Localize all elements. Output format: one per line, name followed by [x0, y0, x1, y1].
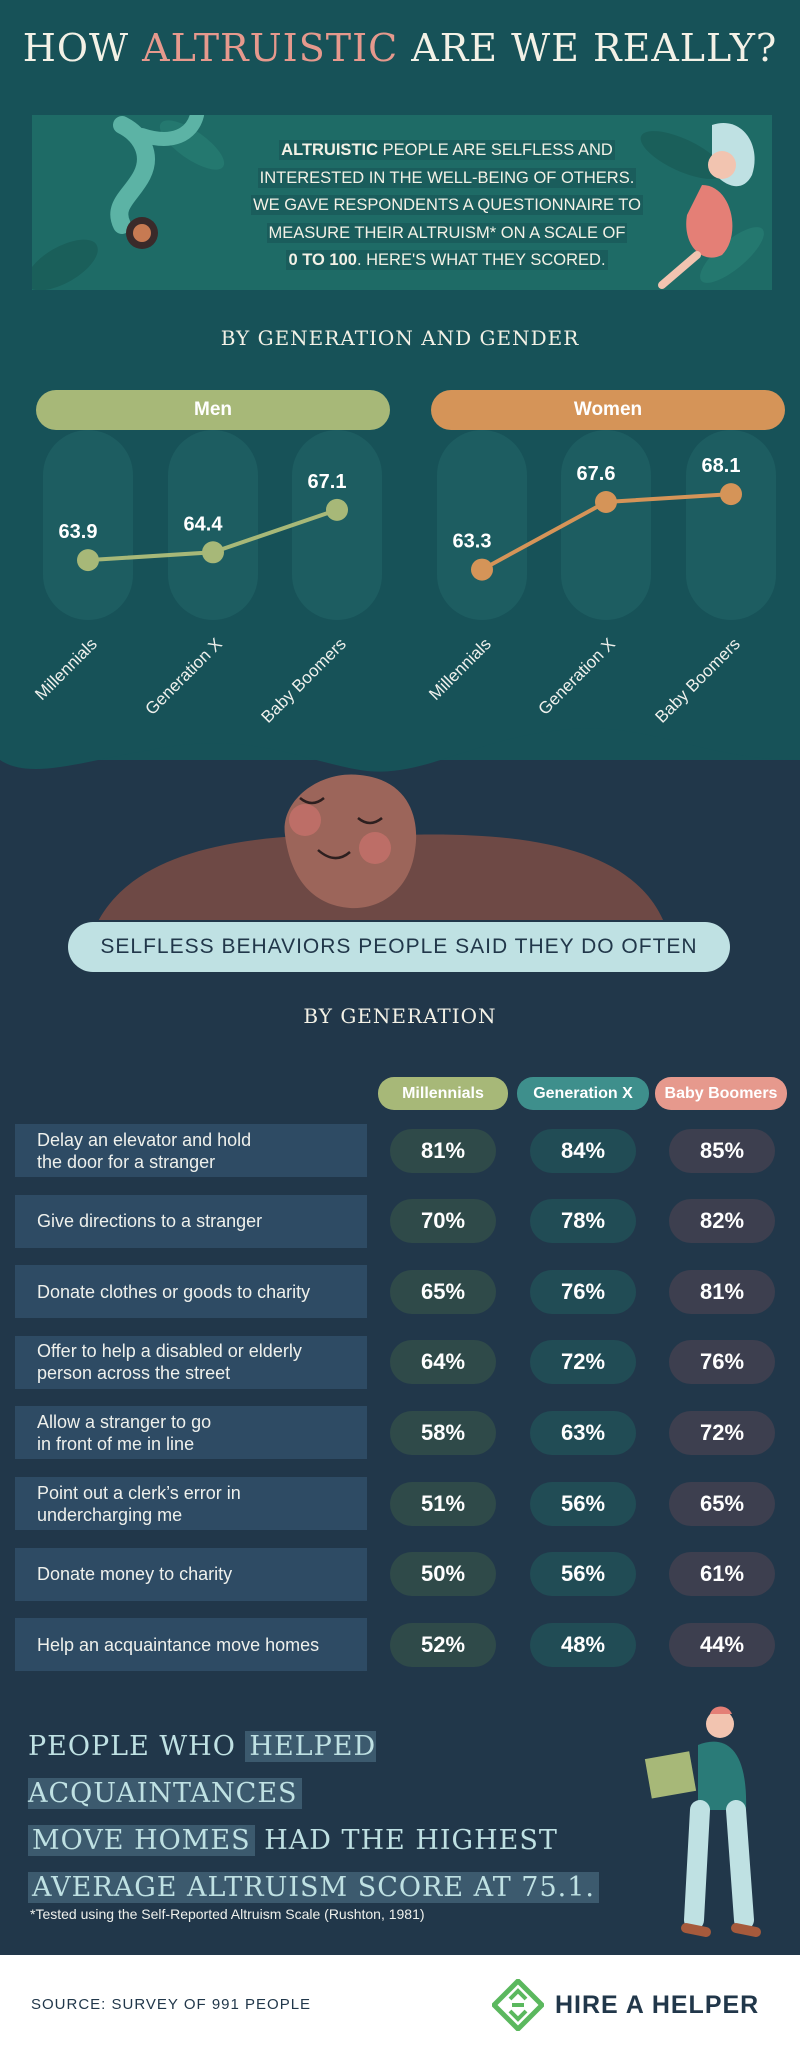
table-row-label: Donate money to charity: [15, 1547, 367, 1601]
table-cell-millennials: 64%: [390, 1340, 496, 1385]
table-cell-millennials: 58%: [390, 1410, 496, 1455]
women-point: [720, 483, 742, 506]
women-column-bg: [686, 430, 776, 620]
men-chart-title: Men: [36, 390, 390, 430]
row-label-text: Donate clothes or goods to charity: [37, 1281, 311, 1302]
men-data-label: 63.9: [59, 521, 98, 543]
women-category-label: Generation X: [535, 634, 619, 718]
table-cell-millennials: 50%: [390, 1552, 496, 1597]
table-row-label: Delay an elevator and hold the door for a…: [15, 1124, 367, 1177]
closing-statement: PEOPLE WHO HELPED ACQUAINTANCES MOVE HOM…: [28, 1723, 648, 1911]
table-cell-millennials: 65%: [390, 1269, 496, 1314]
women-data-label: 63.3: [453, 531, 492, 553]
column-header-generation-x: Generation X: [517, 1077, 649, 1110]
table-cell-baby-boomers: 82%: [669, 1199, 775, 1244]
men-column-bg: [43, 430, 133, 620]
men-point: [326, 498, 348, 521]
table-cell-baby-boomers: 76%: [669, 1340, 775, 1385]
leaf-decoration: [32, 120, 764, 290]
row-label-text: Help an acquaintance move homes: [37, 1634, 320, 1655]
floating-woman-illustration: [658, 123, 755, 289]
table-cell-generation-x: 78%: [530, 1199, 636, 1244]
women-category-label: Baby Boomers: [652, 634, 744, 726]
section-heading-generation: BY GENERATION: [303, 1004, 497, 1028]
women-data-label: 68.1: [702, 455, 741, 477]
table-cell-millennials: 52%: [390, 1622, 496, 1667]
section-heading-gender: BY GENERATION AND GENDER: [220, 326, 580, 350]
table-row-label: Donate clothes or goods to charity: [15, 1265, 367, 1319]
men-category-label: Millennials: [31, 634, 101, 704]
table-cell-baby-boomers: 61%: [669, 1552, 775, 1597]
section-divider-wave: [0, 690, 800, 772]
table-cell-millennials: 81%: [390, 1128, 496, 1173]
intro-text: ALTRUISTIC PEOPLE ARE SELFLESS AND INTER…: [251, 140, 643, 270]
men-data-label: 67.1: [308, 471, 347, 493]
women-chart-title: Women: [431, 390, 785, 430]
table-cell-generation-x: 63%: [530, 1410, 636, 1455]
table-cell-baby-boomers: 65%: [669, 1481, 775, 1526]
table-cell-baby-boomers: 81%: [669, 1269, 775, 1314]
brand-name[interactable]: HIRE A HELPER: [555, 1991, 760, 2019]
row-label-text: Delay an elevator and hold the door for a…: [37, 1129, 252, 1172]
women-column-bg: [437, 430, 527, 620]
table-cell-generation-x: 48%: [530, 1622, 636, 1667]
table-cell-millennials: 51%: [390, 1481, 496, 1526]
row-label-text: Point out a clerk’s error in underchargin…: [37, 1482, 241, 1525]
intro-panel: ALTRUISTIC PEOPLE ARE SELFLESS AND INTER…: [32, 115, 772, 290]
table-row-label: Offer to help a disabled or elderly perso…: [15, 1335, 367, 1389]
men-column-bg: [292, 430, 382, 620]
table-cell-baby-boomers: 72%: [669, 1410, 775, 1455]
table-cell-generation-x: 56%: [530, 1481, 636, 1526]
table-cell-baby-boomers: 44%: [669, 1622, 775, 1667]
men-data-label: 64.4: [184, 513, 224, 535]
row-label-text: Donate money to charity: [37, 1564, 233, 1585]
table-cell-baby-boomers: 85%: [669, 1128, 775, 1173]
hire-a-helper-logo-icon[interactable]: [492, 1979, 544, 2031]
source-text: SOURCE: SURVEY OF 991 PEOPLE: [31, 1996, 312, 2013]
behaviors-section-tag: SELFLESS BEHAVIORS PEOPLE SAID THEY DO O…: [68, 922, 730, 972]
men-column-bg: [168, 430, 258, 620]
row-label-text: Offer to help a disabled or elderly perso…: [37, 1341, 302, 1384]
page-title: HOW ALTRUISTIC ARE WE REALLY?: [22, 26, 778, 70]
falling-person-illustration: [110, 115, 204, 249]
women-point: [471, 558, 493, 581]
women-column-bg: [561, 430, 651, 620]
table-cell-generation-x: 76%: [530, 1269, 636, 1314]
table-cell-generation-x: 84%: [530, 1128, 636, 1173]
men-point: [77, 549, 99, 572]
table-cell-generation-x: 56%: [530, 1552, 636, 1597]
table-row-label: Allow a stranger to go in front of me in …: [15, 1406, 367, 1460]
table-row-label: Help an acquaintance move homes: [15, 1618, 367, 1672]
women-data-label: 67.6: [577, 463, 616, 485]
table-row-label: Point out a clerk’s error in underchargin…: [15, 1477, 367, 1530]
women-point: [595, 491, 617, 513]
men-point: [202, 541, 224, 564]
generation-gender-chart: 63.9 Millennials 64.4 Generation X 67.1 Baby …: [31, 430, 776, 727]
column-header-millennials: Millennials: [378, 1077, 508, 1110]
women-category-label: Millennials: [425, 634, 495, 704]
table-row-label: Give directions to a stranger: [15, 1194, 367, 1248]
man-carrying-box-illustration: [644, 1706, 761, 1937]
table-cell-generation-x: 72%: [530, 1340, 636, 1385]
footer: SOURCE: SURVEY OF 991 PEOPLE HIRE A HELP…: [0, 1955, 800, 2057]
table-cell-millennials: 70%: [390, 1199, 496, 1244]
footnote: *Tested using the Self-Reported Altruism…: [30, 1906, 425, 1922]
smiling-face-illustration: [98, 774, 663, 920]
men-category-label: Generation X: [142, 634, 226, 718]
men-category-label: Baby Boomers: [258, 634, 350, 726]
row-label-text: Give directions to a stranger: [37, 1211, 263, 1232]
column-header-baby-boomers: Baby Boomers: [655, 1077, 787, 1110]
row-label-text: Allow a stranger to go in front of me in …: [37, 1411, 212, 1454]
